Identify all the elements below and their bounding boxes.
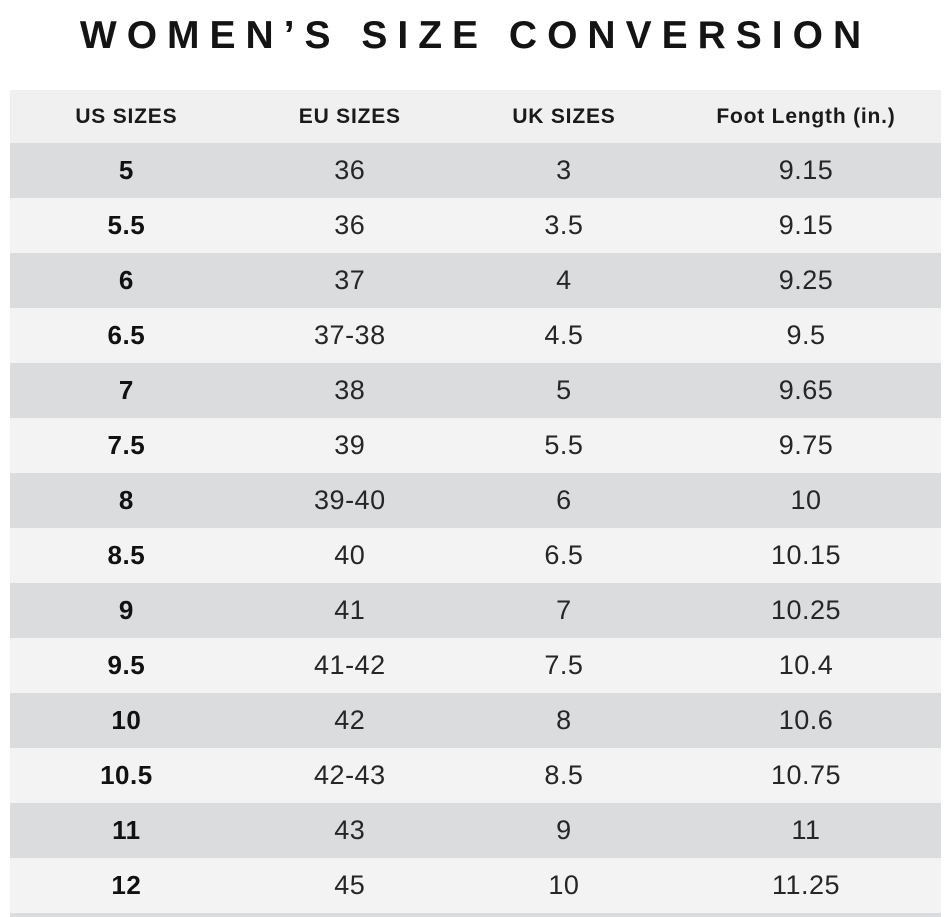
table-row: 10 42 8 10.6 <box>10 693 941 748</box>
next-row-peek <box>10 913 941 917</box>
cell-eu-size: 40 <box>334 540 366 570</box>
cell-foot-length: 10.4 <box>778 650 834 680</box>
header-us-sizes: US SIZES <box>75 104 178 128</box>
cell-us-size: 11 <box>112 815 141 845</box>
cell-uk-size: 3 <box>556 155 572 185</box>
cell-us-size: 8.5 <box>107 540 146 570</box>
table-row: 5.5 36 3.5 9.15 <box>10 198 941 253</box>
table-row: 8 39-40 6 10 <box>10 473 941 528</box>
table-row: 11 43 9 11 <box>10 803 941 858</box>
cell-eu-size: 36 <box>334 155 366 185</box>
cell-eu-size: 37-38 <box>314 320 386 350</box>
cell-us-size: 9.5 <box>107 650 146 680</box>
table-row: 8.5 40 6.5 10.15 <box>10 528 941 583</box>
cell-us-size: 10.5 <box>100 760 153 790</box>
cell-uk-size: 7.5 <box>544 650 584 680</box>
cell-foot-length: 9.25 <box>778 265 834 295</box>
header-eu-sizes: EU SIZES <box>298 104 401 128</box>
cell-eu-size: 42-43 <box>314 760 386 790</box>
cell-foot-length: 10.6 <box>778 705 834 735</box>
table-row: 9 41 7 10.25 <box>10 583 941 638</box>
header-foot-length: Foot Length (in.) <box>716 104 896 128</box>
table-row: 6 37 4 9.25 <box>10 253 941 308</box>
cell-uk-size: 6.5 <box>544 540 584 570</box>
cell-uk-size: 7 <box>556 595 572 625</box>
cell-uk-size: 4.5 <box>544 320 584 350</box>
cell-us-size: 7.5 <box>107 430 146 460</box>
cell-eu-size: 38 <box>334 375 366 405</box>
cell-eu-size: 42 <box>334 705 366 735</box>
cell-foot-length: 11 <box>791 815 821 845</box>
cell-us-size: 9 <box>118 595 134 625</box>
cell-foot-length: 9.5 <box>786 320 826 350</box>
size-conversion-table: US SIZES EU SIZES UK SIZES Foot Length (… <box>10 90 941 917</box>
cell-us-size: 10 <box>111 705 142 735</box>
cell-foot-length: 9.15 <box>778 155 834 185</box>
cell-us-size: 12 <box>111 870 142 900</box>
cell-uk-size: 4 <box>556 265 572 295</box>
cell-eu-size: 37 <box>334 265 366 295</box>
cell-uk-size: 5 <box>556 375 572 405</box>
cell-foot-length: 10.15 <box>770 540 842 570</box>
table-row: 7 38 5 9.65 <box>10 363 941 418</box>
cell-eu-size: 39 <box>334 430 366 460</box>
table-row: 7.5 39 5.5 9.75 <box>10 418 941 473</box>
cell-foot-length: 10.25 <box>770 595 842 625</box>
cell-foot-length: 10 <box>790 485 822 515</box>
cell-uk-size: 10 <box>548 870 580 900</box>
table-row: 9.5 41-42 7.5 10.4 <box>10 638 941 693</box>
table-body: 5 36 3 9.15 5.5 36 3.5 9.15 6 37 4 9.25 … <box>10 143 941 913</box>
cell-eu-size: 41 <box>334 595 366 625</box>
cell-uk-size: 6 <box>556 485 572 515</box>
cell-foot-length: 9.65 <box>778 375 834 405</box>
cell-foot-length: 11.25 <box>771 870 841 900</box>
cell-eu-size: 39-40 <box>314 485 386 515</box>
header-uk-sizes: UK SIZES <box>512 104 616 128</box>
table-row: 6.5 37-38 4.5 9.5 <box>10 308 941 363</box>
cell-foot-length: 9.15 <box>778 210 834 240</box>
cell-uk-size: 3.5 <box>544 210 584 240</box>
cell-eu-size: 45 <box>334 870 366 900</box>
table-header-row: US SIZES EU SIZES UK SIZES Foot Length (… <box>10 90 941 143</box>
table-row: 5 36 3 9.15 <box>10 143 941 198</box>
cell-us-size: 5 <box>118 155 134 185</box>
cell-us-size: 5.5 <box>107 210 146 240</box>
cell-eu-size: 41-42 <box>314 650 386 680</box>
cell-uk-size: 5.5 <box>544 430 584 460</box>
cell-us-size: 6.5 <box>107 320 146 350</box>
cell-uk-size: 8.5 <box>544 760 584 790</box>
table-row: 12 45 10 11.25 <box>10 858 941 913</box>
cell-eu-size: 43 <box>334 815 366 845</box>
cell-us-size: 8 <box>118 485 134 515</box>
cell-us-size: 7 <box>118 375 134 405</box>
cell-uk-size: 8 <box>556 705 572 735</box>
cell-foot-length: 10.75 <box>770 760 842 790</box>
page-title: WOMEN’S SIZE CONVERSION <box>79 14 872 57</box>
cell-uk-size: 9 <box>556 815 572 845</box>
table-row: 10.5 42-43 8.5 10.75 <box>10 748 941 803</box>
cell-us-size: 6 <box>118 265 134 295</box>
cell-eu-size: 36 <box>334 210 366 240</box>
cell-foot-length: 9.75 <box>778 430 834 460</box>
